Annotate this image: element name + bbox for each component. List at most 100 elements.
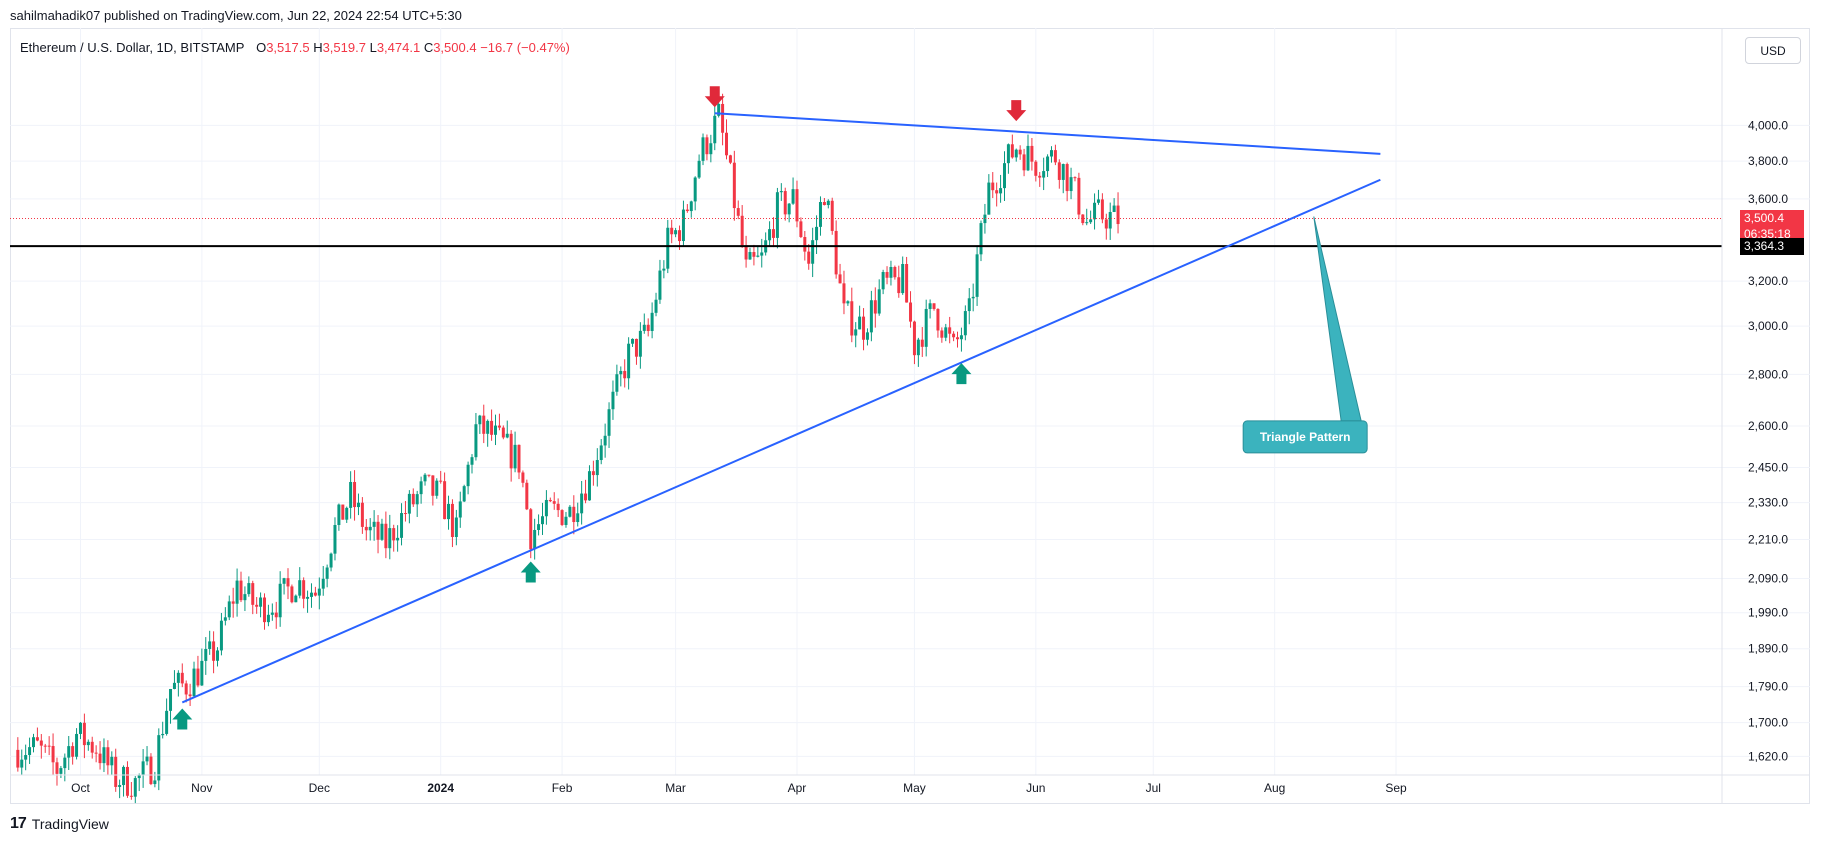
trendline[interactable] [181, 178, 1381, 704]
candle-down [932, 303, 936, 309]
candle-up [971, 296, 975, 299]
x-tick-label: Oct [71, 781, 90, 795]
candle-up [756, 255, 760, 257]
candle-up [172, 682, 176, 689]
candle-up [607, 409, 611, 436]
tradingview-logo-icon[interactable]: 17 [10, 815, 27, 832]
x-tick-label: Sep [1385, 781, 1407, 795]
candle-up [259, 597, 263, 607]
candle-down [920, 339, 924, 347]
arrow-up-icon[interactable] [951, 363, 972, 385]
candle-down [521, 472, 525, 483]
candle-up [24, 755, 28, 760]
drawings[interactable]: Triangle Pattern [10, 86, 1722, 730]
candle-up [133, 778, 137, 797]
candle-down [129, 795, 133, 797]
x-tick-label: Aug [1264, 781, 1285, 795]
trendline[interactable] [714, 112, 1381, 155]
candle-up [1061, 164, 1065, 180]
candle-up [615, 374, 619, 392]
candle-down [584, 493, 588, 501]
candle-up [396, 537, 400, 541]
candle-down [634, 338, 638, 357]
currency-button[interactable]: USD [1745, 37, 1801, 64]
candle-down [94, 752, 98, 754]
candle-up [877, 289, 881, 314]
candle-up [372, 521, 376, 527]
candle-up [454, 517, 458, 538]
candle-up [321, 578, 325, 589]
x-tick-label: May [903, 781, 926, 795]
candle-up [1096, 199, 1100, 203]
candle-down [842, 283, 846, 304]
y-tick-label: 1,990.0 [1748, 606, 1788, 620]
candle-up [505, 433, 509, 438]
candle-up [486, 420, 490, 434]
symbol-title[interactable]: Ethereum / U.S. Dollar, 1D, BITSTAMP [20, 40, 245, 55]
chart-canvas[interactable]: Triangle Pattern 1,620.01,700.01,790.01,… [10, 28, 1810, 804]
candle-up [540, 516, 544, 525]
arrow-down-icon[interactable] [704, 86, 725, 108]
candle-up [243, 594, 247, 601]
candle-down [239, 580, 243, 601]
candle-up [815, 226, 819, 241]
candle-up [627, 343, 631, 379]
candle-down [497, 425, 501, 428]
candle-up [654, 299, 658, 313]
arrow-up-icon[interactable] [520, 561, 541, 583]
candle-down [912, 321, 916, 356]
candle-down [1077, 177, 1081, 215]
callout-box[interactable] [1242, 420, 1368, 454]
candle-down [552, 501, 556, 504]
candle-up [889, 266, 893, 278]
candle-up [337, 504, 341, 526]
candle-up [227, 601, 231, 618]
candle-down [873, 300, 877, 314]
candle-down [509, 433, 513, 469]
candle-up [983, 214, 987, 224]
candle-up [219, 620, 223, 651]
candle-down [952, 333, 956, 338]
candle-up [1093, 202, 1097, 220]
y-tick-label: 1,890.0 [1748, 642, 1788, 656]
candle-up [775, 192, 779, 238]
chart-panel [10, 28, 1810, 804]
candle-up [122, 766, 126, 786]
candle-down [180, 672, 184, 684]
candle-down [125, 766, 129, 796]
candle-up [368, 526, 372, 531]
x-tick-label: Mar [665, 781, 686, 795]
x-tick-label: Apr [788, 781, 807, 795]
candle-up [1112, 205, 1116, 212]
support-level-tag: 3,364.3 [1740, 238, 1804, 256]
callout-pointer[interactable] [1313, 216, 1362, 422]
arrow-down-icon[interactable] [1006, 100, 1027, 122]
candle-up [435, 480, 439, 496]
candle-up [294, 595, 298, 603]
candle-down [384, 523, 388, 549]
candle-up [349, 481, 353, 508]
candle-up [118, 785, 122, 787]
footer-brand[interactable]: TradingView [31, 816, 109, 832]
candle-down [16, 749, 20, 768]
arrow-up-icon[interactable] [172, 708, 193, 730]
candle-down [39, 740, 43, 746]
candle-down [1104, 219, 1108, 229]
candle-up [681, 209, 685, 242]
candle-up [662, 268, 666, 271]
candle-up [869, 300, 873, 333]
high-label: H [313, 40, 323, 55]
candle-up [1002, 163, 1006, 189]
candle-down [43, 745, 47, 747]
candle-up [599, 445, 603, 461]
callout-label: Triangle Pattern [1260, 430, 1351, 444]
candle-down [1038, 175, 1042, 178]
candle-down [838, 274, 842, 284]
candle-down [803, 237, 807, 252]
close-label: C [423, 40, 434, 55]
candle-down [834, 230, 838, 275]
y-tick-label: 1,620.0 [1748, 749, 1788, 763]
candle-down [1018, 149, 1022, 155]
candle-down [529, 509, 533, 550]
grid [10, 28, 1810, 775]
